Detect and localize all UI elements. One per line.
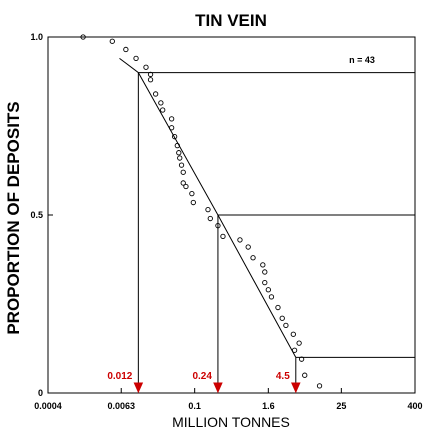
reference-arrow-head — [213, 382, 223, 394]
sample-count-label: n = 43 — [349, 55, 375, 65]
data-point — [302, 372, 308, 378]
data-point — [152, 91, 159, 97]
x-tick-label: 0.0063 — [107, 401, 135, 411]
chart-title: TIN VEIN — [195, 11, 267, 30]
data-point — [250, 255, 256, 261]
reference-arrow-head — [291, 382, 301, 394]
data-point — [133, 55, 139, 62]
reference-lines — [137, 72, 415, 383]
data-point — [215, 223, 221, 229]
data-point — [260, 262, 266, 268]
reference-arrows: 0.012 0.24 4.5 — [107, 371, 301, 394]
fit-line — [119, 57, 297, 358]
data-point — [177, 155, 183, 161]
reference-value-label: 0.012 — [107, 371, 132, 382]
data-point — [283, 322, 289, 329]
data-point — [298, 356, 305, 362]
data-point — [147, 71, 154, 78]
data-point — [296, 340, 302, 346]
data-point — [160, 107, 166, 113]
data-point — [190, 199, 196, 206]
x-tick-label: 0.1 — [188, 401, 201, 411]
data-point — [268, 294, 275, 300]
reference-arrow-head — [133, 382, 144, 394]
data-point — [109, 38, 115, 44]
data-point — [180, 169, 186, 175]
data-point — [147, 77, 154, 83]
x-tick-label: 0.0004 — [34, 401, 62, 411]
data-point — [180, 180, 186, 186]
data-point — [178, 162, 185, 168]
data-point — [279, 315, 285, 321]
reference-value-label: 0.24 — [192, 371, 212, 382]
x-axis-label: MILLION TONNES — [172, 414, 290, 430]
data-point — [237, 237, 243, 243]
data-point — [158, 100, 164, 106]
data-points — [80, 34, 323, 389]
data-point — [290, 331, 296, 337]
reference-value-label: 4.5 — [276, 371, 290, 382]
data-point — [207, 215, 213, 222]
y-axis-label: PROPORTION OF DEPOSITS — [4, 101, 23, 334]
data-point — [123, 46, 129, 53]
data-point — [262, 279, 268, 286]
data-point — [80, 34, 86, 40]
data-point — [262, 269, 268, 275]
y-tick-label: 1.0 — [30, 32, 43, 42]
x-tick-label: 400 — [407, 401, 422, 411]
data-point — [183, 183, 189, 190]
y-tick-label: 0.5 — [30, 210, 43, 220]
y-tick-label: 0 — [38, 388, 43, 398]
data-point — [265, 287, 271, 293]
data-point — [316, 383, 323, 389]
axis-ticks: 0.0004 0.0063 0.1 1.6 25 400 0 0.5 1.0 — [30, 32, 422, 411]
data-point — [171, 134, 178, 140]
data-point — [143, 64, 149, 70]
data-point — [168, 116, 175, 122]
data-point — [189, 190, 195, 197]
data-point — [245, 244, 251, 250]
data-point — [205, 207, 211, 213]
x-tick-label: 1.6 — [262, 401, 275, 411]
x-tick-label: 25 — [336, 401, 346, 411]
data-point — [275, 304, 281, 311]
data-point — [176, 150, 182, 156]
data-point — [220, 233, 226, 240]
